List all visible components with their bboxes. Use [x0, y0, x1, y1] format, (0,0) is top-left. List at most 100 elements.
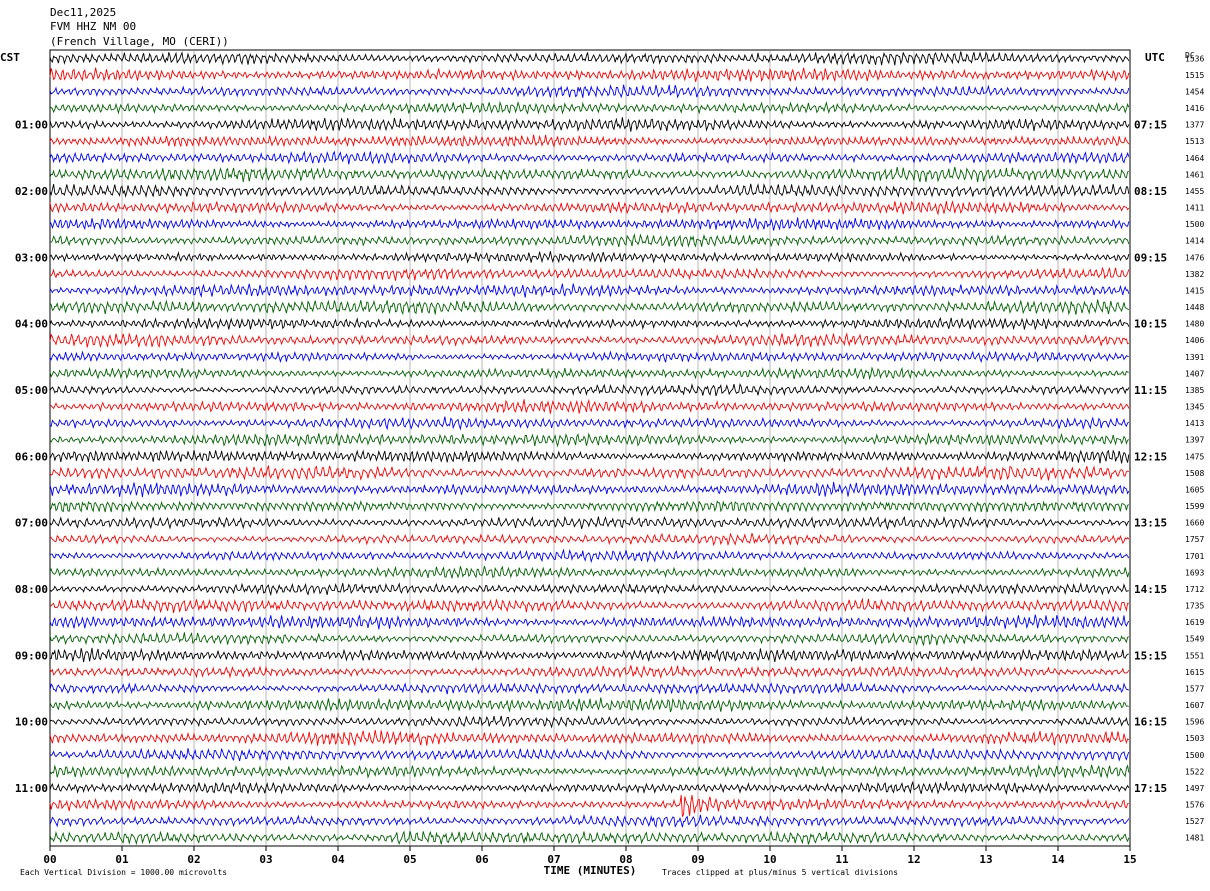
dc-value: 1464: [1185, 154, 1204, 163]
cst-label: CST: [0, 51, 20, 64]
trace-line: [49, 465, 1129, 481]
utc-tick-label: 13:15: [1134, 517, 1167, 530]
x-axis-title: TIME (MINUTES): [544, 864, 637, 877]
x-tick-label: 00: [43, 853, 56, 866]
dc-value: 1397: [1185, 436, 1204, 445]
dc-value: 1527: [1185, 817, 1204, 826]
trace-line: [49, 515, 1130, 531]
dc-value: 1454: [1185, 87, 1204, 96]
x-tick-label: 05: [403, 853, 416, 866]
dc-value: 1413: [1185, 419, 1204, 428]
utc-tick-label: 07:15: [1134, 119, 1167, 132]
dc-value: 1735: [1185, 602, 1204, 611]
trace-line: [49, 582, 1129, 597]
x-tick-label: 14: [1051, 853, 1065, 866]
trace-line: [49, 150, 1130, 165]
cst-tick-label: 10:00: [15, 716, 48, 729]
dc-value: 1549: [1185, 635, 1204, 644]
trace-line: [49, 532, 1130, 547]
x-tick-label: 09: [691, 853, 704, 866]
axis-labels: 00 01 02 03 04 05 06 07 08 09 10 11 12 13 14 1501:0002:…: [15, 54, 1205, 866]
trace-line: [49, 283, 1130, 298]
x-tick-label: 07: [547, 853, 560, 866]
dc-value: 1476: [1185, 253, 1204, 262]
dc-value: 1701: [1185, 552, 1204, 561]
trace-line: [49, 100, 1130, 116]
trace-line: [49, 747, 1130, 762]
dc-value: 1416: [1185, 104, 1204, 113]
trace-line: [49, 830, 1130, 846]
dc-value: 1448: [1185, 303, 1204, 312]
dc-value: 1382: [1185, 270, 1204, 279]
trace-line: [49, 780, 1130, 796]
x-tick-label: 12: [907, 853, 920, 866]
utc-tick-label: 08:15: [1134, 185, 1167, 198]
cst-tick-label: 08:00: [15, 583, 48, 596]
utc-tick-label: 10:15: [1134, 318, 1167, 331]
x-tick-label: 11: [835, 853, 849, 866]
dc-value: 1503: [1185, 734, 1204, 743]
trace-line: [49, 83, 1130, 99]
trace-line: [49, 614, 1130, 630]
trace-line: [49, 794, 1129, 817]
dc-value: 1345: [1185, 403, 1204, 412]
x-tick-label: 02: [187, 853, 200, 866]
cst-tick-label: 04:00: [15, 318, 48, 331]
dc-value: 1757: [1185, 535, 1204, 544]
dc-value: 1406: [1185, 336, 1204, 345]
utc-tick-label: 14:15: [1134, 583, 1167, 596]
utc-tick-label: 09:15: [1134, 251, 1167, 264]
dc-value: 1599: [1185, 502, 1204, 511]
dc-value: 1660: [1185, 519, 1204, 528]
trace-line: [49, 366, 1129, 381]
x-tick-label: 06: [475, 853, 489, 866]
dc-value: 1536: [1185, 54, 1204, 63]
cst-tick-label: 05:00: [15, 384, 48, 397]
header-date: Dec11,2025: [50, 6, 116, 19]
cst-tick-label: 09:00: [15, 649, 48, 662]
dc-value: 1411: [1185, 204, 1204, 213]
dc-value: 1576: [1185, 801, 1204, 810]
dc-value: 1455: [1185, 187, 1204, 196]
dc-value: 1385: [1185, 386, 1204, 395]
x-tick-label: 04: [331, 853, 345, 866]
dc-value: 1551: [1185, 651, 1204, 660]
utc-tick-label: 17:15: [1134, 782, 1167, 795]
cst-tick-label: 03:00: [15, 251, 48, 264]
cst-tick-label: 02:00: [15, 185, 48, 198]
x-tick-label: 15: [1123, 853, 1136, 866]
utc-tick-label: 11:15: [1134, 384, 1167, 397]
trace-line: [49, 681, 1129, 696]
dc-value: 1515: [1185, 71, 1204, 80]
x-tick-label: 01: [115, 853, 129, 866]
dc-value: 1522: [1185, 767, 1204, 776]
dc-value: 1577: [1185, 684, 1204, 693]
trace-line: [49, 183, 1130, 198]
clip-note: Traces clipped at plus/minus 5 vertical …: [662, 868, 898, 877]
dc-value: 1513: [1185, 137, 1204, 146]
trace-line: [49, 117, 1130, 132]
utc-label: UTC: [1145, 51, 1165, 64]
x-tick-label: 10: [763, 853, 776, 866]
header-station: FVM HHZ NM 00: [50, 20, 136, 33]
trace-line: [49, 813, 1130, 828]
trace-line: [49, 233, 1130, 248]
trace-line: [49, 500, 1130, 514]
dc-value: 1377: [1185, 121, 1204, 130]
cst-tick-label: 01:00: [15, 119, 48, 132]
dc-value: 1461: [1185, 170, 1204, 179]
trace-line: [49, 166, 1129, 183]
trace-line: [49, 134, 1130, 148]
dc-value: 1607: [1185, 701, 1204, 710]
trace-line: [49, 597, 1130, 614]
trace-line: [49, 481, 1130, 498]
trace-line: [49, 266, 1130, 282]
dc-value: 1391: [1185, 353, 1204, 362]
trace-line: [49, 398, 1130, 414]
trace-line: [49, 382, 1130, 397]
trace-line: [49, 697, 1129, 713]
traces: [49, 51, 1130, 846]
dc-value: 1500: [1185, 220, 1204, 229]
dc-value: 1712: [1185, 585, 1204, 594]
dc-value: 1693: [1185, 568, 1204, 577]
